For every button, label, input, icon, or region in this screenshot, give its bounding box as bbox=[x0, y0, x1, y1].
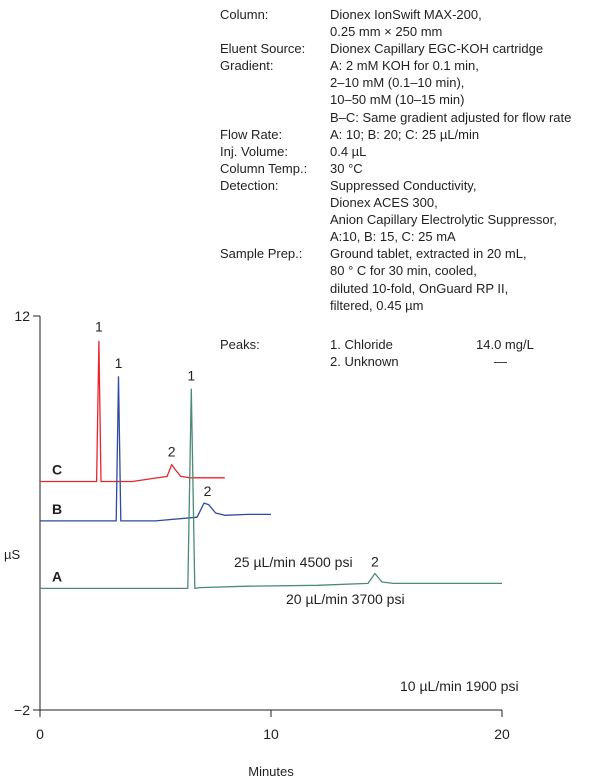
chart-traces bbox=[40, 340, 502, 590]
condition-row: Flow Rate: A: 10; B: 20; C: 25 µL/min bbox=[220, 126, 600, 143]
chromatography-conditions: Column: Dionex IonSwift MAX-200, 0.25 mm ×… bbox=[220, 6, 600, 370]
series-letter-a: A bbox=[52, 568, 62, 584]
condition-value: A: 2 mM KOH for 0.1 min, 2–10 mM (0.1–10 … bbox=[330, 57, 600, 125]
condition-value: 30 °C bbox=[330, 160, 600, 177]
x-tick-label: 20 bbox=[494, 726, 510, 742]
condition-value-line: 2–10 mM (0.1–10 min), bbox=[330, 75, 465, 91]
y-tick-label: 12 bbox=[14, 308, 30, 324]
y-axis-label: µS bbox=[4, 547, 20, 562]
condition-label: Sample Prep.: bbox=[220, 246, 303, 262]
peak-annotation: 1 bbox=[115, 355, 123, 371]
peak-concentration: — bbox=[494, 353, 507, 369]
x-tick-label: 10 bbox=[263, 726, 279, 742]
condition-label: Column: bbox=[220, 7, 269, 22]
condition-value-line: 10–50 mM (10–15 min) bbox=[330, 92, 465, 108]
condition-value-line: 30 °C bbox=[330, 160, 363, 176]
peak-annotation: 1 bbox=[187, 368, 195, 384]
series-letter-c: C bbox=[52, 461, 62, 477]
condition-row: Inj. Volume: 0.4 µL bbox=[220, 143, 600, 160]
x-tick-label: 0 bbox=[36, 726, 44, 742]
peaks-table: Peaks: 1. Chloride 14.0 mg/L 2. Unknown … bbox=[220, 336, 600, 370]
condition-value-line: A: 2 mM KOH for 0.1 min, bbox=[330, 58, 479, 74]
peak-concentration: 14.0 mg/L bbox=[476, 336, 534, 352]
condition-label: Eluent Source: bbox=[220, 41, 306, 57]
condition-label: Inj. Volume: bbox=[220, 143, 288, 159]
condition-label: Column Temp.: bbox=[220, 160, 308, 176]
condition-value-line: A: 10; B: 20; C: 25 µL/min bbox=[330, 126, 480, 142]
condition-row: Column: Dionex IonSwift MAX-200, 0.25 mm ×… bbox=[220, 6, 600, 40]
series-letter-b: B bbox=[52, 501, 62, 517]
condition-value: Dionex IonSwift MAX-200, 0.25 mm × 250 mm bbox=[330, 6, 600, 40]
series-label-c: 25 µL/min 4500 psi bbox=[234, 554, 353, 570]
series-line-c bbox=[40, 340, 225, 483]
condition-label: Detection: bbox=[220, 177, 279, 193]
series-line-a bbox=[40, 388, 502, 590]
condition-value-line: filtered, 0.45 µm bbox=[330, 297, 424, 313]
chart-labels: C 25 µL/min 4500 psi B 20 µL/min 3700 psi A 1… bbox=[52, 318, 519, 694]
x-axis-label: Minutes bbox=[248, 764, 294, 779]
condition-value: A: 10; B: 20; C: 25 µL/min bbox=[330, 126, 600, 143]
condition-value-line: 0.25 mm × 250 mm bbox=[330, 24, 443, 40]
condition-row: Gradient: A: 2 mM KOH for 0.1 min, 2–10 mM… bbox=[220, 57, 600, 125]
condition-value-line: 80 ° C for 30 min, cooled, bbox=[330, 263, 477, 279]
peak-annotation: 1 bbox=[95, 318, 103, 334]
condition-value-line: Dionex ACES 300, bbox=[330, 195, 438, 211]
peaks-label-spacer bbox=[220, 353, 330, 370]
condition-value-line: Suppressed Conductivity, bbox=[330, 177, 477, 193]
condition-value: 0.4 µL bbox=[330, 143, 600, 160]
condition-row: Sample Prep.: Ground tablet, extracted in… bbox=[220, 245, 600, 313]
peaks-label: Peaks: bbox=[220, 336, 260, 352]
peak-name: 2. Unknown bbox=[330, 353, 399, 369]
series-line-b bbox=[40, 376, 271, 522]
condition-row: Detection: Suppressed Conductivity, Dionex… bbox=[220, 177, 600, 245]
peak-annotation: 2 bbox=[371, 553, 379, 569]
condition-value: Dionex Capillary EGC-KOH cartridge bbox=[330, 40, 600, 57]
series-label-b: 20 µL/min 3700 psi bbox=[286, 591, 405, 607]
condition-row: Eluent Source: Dionex Capillary EGC-KOH c… bbox=[220, 40, 600, 57]
condition-value-line: Dionex IonSwift MAX-200, bbox=[330, 7, 482, 22]
condition-label: Gradient: bbox=[220, 58, 274, 74]
peak-name: 1. Chloride bbox=[330, 336, 393, 352]
peak-annotation: 2 bbox=[168, 444, 176, 460]
condition-value: Ground tablet, extracted in 20 mL, 80 ° C… bbox=[330, 245, 600, 313]
condition-row: Column Temp.: 30 °C bbox=[220, 160, 600, 177]
peak-annotation: 2 bbox=[204, 483, 212, 499]
condition-value-line: Dionex Capillary EGC-KOH cartridge bbox=[330, 41, 544, 57]
condition-label: Flow Rate: bbox=[220, 126, 283, 142]
condition-value-line: B–C: Same gradient adjusted for flow rat… bbox=[330, 109, 572, 125]
condition-value-line: A:10, B: 15, C: 25 mA bbox=[330, 229, 456, 245]
condition-value-line: Anion Capillary Electrolytic Suppressor, bbox=[330, 212, 557, 228]
condition-value-line: 0.4 µL bbox=[330, 143, 367, 159]
condition-value-line: Ground tablet, extracted in 20 mL, bbox=[330, 246, 527, 262]
condition-value: Suppressed Conductivity, Dionex ACES 300,… bbox=[330, 177, 600, 245]
condition-value-line: diluted 10-fold, OnGuard RP II, bbox=[330, 280, 509, 296]
series-label-a: 10 µL/min 1900 psi bbox=[400, 678, 519, 694]
y-tick-label: −2 bbox=[14, 702, 30, 718]
